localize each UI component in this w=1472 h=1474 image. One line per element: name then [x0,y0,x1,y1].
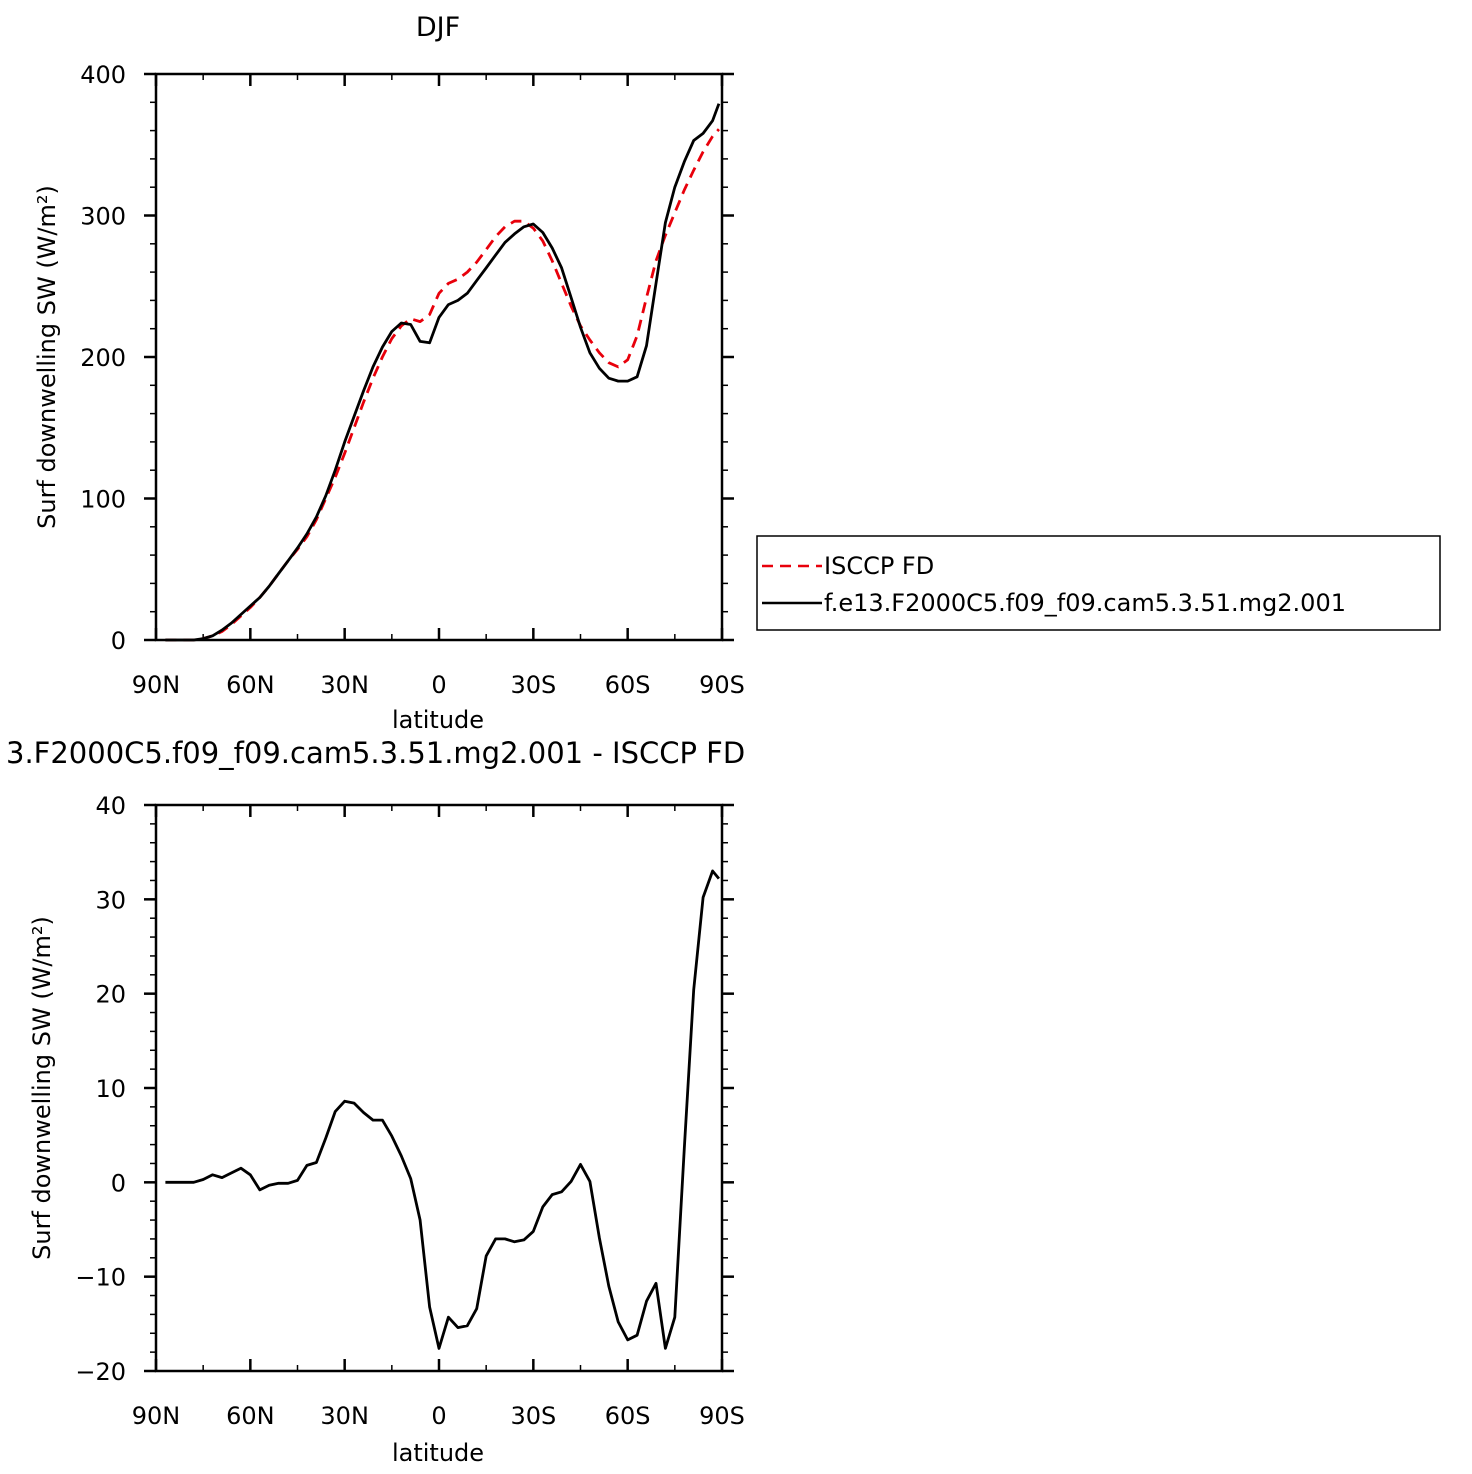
top-panel: DJF Surf downwelling SW (W/m²) latitude … [33,12,745,734]
bottom-series-lines [165,869,720,1350]
top-x-tick-labels: 90N 60N 30N 0 30S 60S 90S [132,671,745,699]
legend-box [756,535,1441,631]
y-tick-label: −20 [75,1358,126,1386]
y-tick-label: 200 [80,344,126,372]
x-tick-label: 60N [226,1402,275,1430]
bottom-x-tick-labels: 90N 60N 30N 0 30S 60S 90S [132,1402,745,1430]
x-tick-label: 90S [699,671,745,699]
y-tick-label: 40 [95,792,126,820]
series-line-isccp-fd [165,128,720,642]
x-tick-label: 90N [132,671,181,699]
x-tick-label: 60S [605,671,651,699]
bottom-x-axis-label: latitude [392,1439,484,1467]
x-tick-label: 60S [605,1402,651,1430]
y-tick-label: 20 [95,981,126,1009]
legend: ISCCP FD f.e13.F2000C5.f09_f09.cam5.3.51… [756,535,1441,631]
y-tick-label: 400 [80,61,126,89]
y-tick-label: 10 [95,1075,126,1103]
x-tick-label: 30S [510,671,556,699]
y-tick-label: 100 [80,486,126,514]
top-x-axis-label: latitude [392,706,484,734]
series-line-difference [165,869,720,1350]
bottom-panel: 3.F2000C5.f09_f09.cam5.3.51.mg2.001 - IS… [6,736,745,1467]
top-series-lines [165,103,721,642]
x-tick-label: 0 [431,671,446,699]
x-tick-label: 30N [320,1402,369,1430]
x-tick-label: 30N [320,671,369,699]
x-tick-label: 60N [226,671,275,699]
bottom-title: 3.F2000C5.f09_f09.cam5.3.51.mg2.001 - IS… [6,736,745,770]
y-tick-label: 0 [111,1169,126,1197]
x-tick-label: 0 [431,1402,446,1430]
bottom-y-tick-labels: −20 −10 0 10 20 30 40 [75,792,126,1386]
legend-label-isccp-fd: ISCCP FD [824,552,934,580]
x-tick-label: 90N [132,1402,181,1430]
top-title: DJF [416,12,460,43]
series-line-model [165,103,721,642]
bottom-plot-frame [154,803,724,1373]
bottom-y-axis-label: Surf downwelling SW (W/m²) [28,916,56,1260]
top-plot-frame [154,72,724,642]
x-tick-label: 30S [510,1402,556,1430]
top-y-tick-labels: 0 100 200 300 400 [80,61,126,655]
bottom-tick-marks [144,803,734,1373]
top-y-axis-label: Surf downwelling SW (W/m²) [33,185,61,529]
y-tick-label: 0 [111,627,126,655]
y-tick-label: 30 [95,886,126,914]
x-tick-label: 90S [699,1402,745,1430]
y-tick-label: −10 [75,1264,126,1292]
top-tick-marks [144,72,734,642]
legend-label-model: f.e13.F2000C5.f09_f09.cam5.3.51.mg2.001 [824,589,1346,617]
y-tick-label: 300 [80,203,126,231]
